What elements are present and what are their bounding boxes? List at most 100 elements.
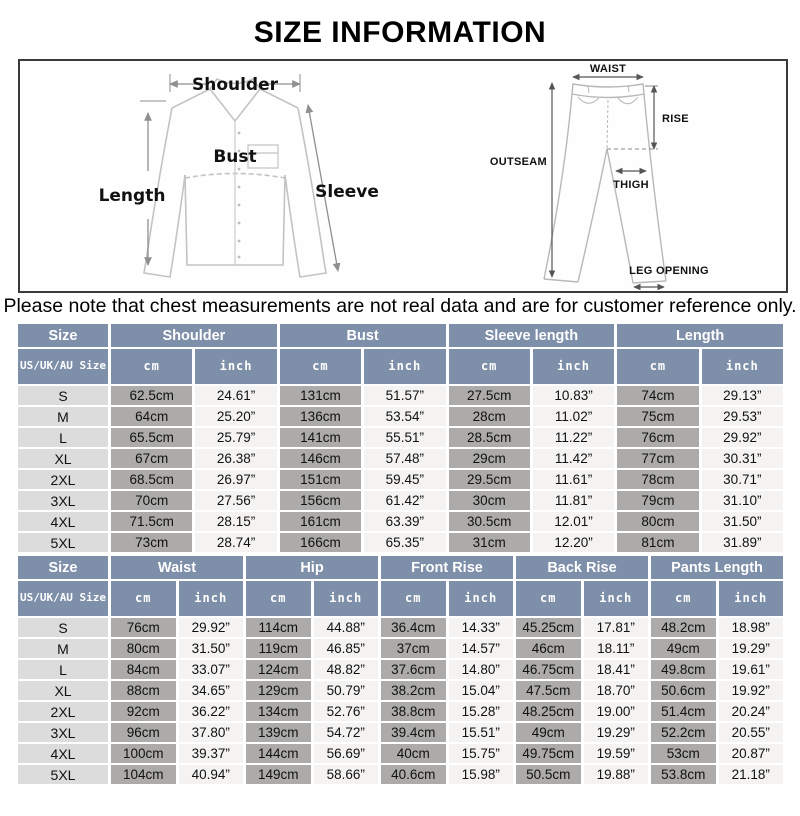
cm-value-cell: 88cm <box>111 681 176 700</box>
inch-value-cell: 12.20” <box>532 533 615 552</box>
bottoms-size-table: Size Waist Hip Front Rise Back Rise Pants Len… <box>15 554 786 786</box>
inch-value-cell: 40.94” <box>178 765 243 784</box>
inch-value-cell: 46.85” <box>313 639 378 658</box>
size-row: 3XL 96cm 37.80” 139cm 54.72” 39.4cm 15.51” 49cm… <box>18 723 783 742</box>
cm-value-cell: 100cm <box>111 744 176 763</box>
size-row: 4XL 71.5cm 28.15” 161cm 63.39” 30.5cm 12.01” 80… <box>18 512 783 531</box>
cm-value-cell: 73cm <box>111 533 193 552</box>
inch-value-cell: 51.57” <box>364 386 446 405</box>
inch-value-cell: 20.55” <box>718 723 783 742</box>
unit-header: cm <box>279 349 362 384</box>
size-row: 2XL 92cm 36.22” 134cm 52.76” 38.8cm 15.28” 48.2… <box>18 702 783 721</box>
inch-value-cell: 15.51” <box>448 723 513 742</box>
note-text: Please note that chest measurements are … <box>3 295 797 317</box>
cm-value-cell: 27.5cm <box>448 386 530 405</box>
size-cell: 3XL <box>18 723 108 742</box>
size-column-header: Size <box>18 324 108 347</box>
size-cell: M <box>18 639 108 658</box>
cm-value-cell: 50.6cm <box>651 681 716 700</box>
inch-value-cell: 37.80” <box>178 723 243 742</box>
cm-value-cell: 36.4cm <box>381 618 446 637</box>
shirt-buttons <box>237 131 241 259</box>
cm-value-cell: 92cm <box>111 702 176 721</box>
size-row: S 62.5cm 24.61” 131cm 51.57” 27.5cm 10.83” 74cm… <box>18 386 783 405</box>
cm-value-cell: 80cm <box>111 639 176 658</box>
inch-value-cell: 19.29” <box>718 639 783 658</box>
cm-value-cell: 37cm <box>381 639 446 658</box>
size-cell: S <box>18 618 108 637</box>
cm-value-cell: 166cm <box>279 533 362 552</box>
shoulder-label: Shoulder <box>192 75 279 95</box>
cm-value-cell: 28cm <box>448 407 530 426</box>
inch-value-cell: 11.61” <box>532 470 615 489</box>
unit-header: inch <box>448 581 513 616</box>
cm-value-cell: 75cm <box>617 407 699 426</box>
inch-value-cell: 21.18” <box>718 765 783 784</box>
unit-header: inch <box>532 349 615 384</box>
group-header: Length <box>617 324 783 347</box>
inch-value-cell: 54.72” <box>313 723 378 742</box>
inch-value-cell: 14.33” <box>448 618 513 637</box>
cm-value-cell: 30cm <box>448 491 530 510</box>
cm-value-cell: 136cm <box>279 407 362 426</box>
cm-value-cell: 48.2cm <box>651 618 716 637</box>
cm-value-cell: 49cm <box>516 723 581 742</box>
inch-value-cell: 11.02” <box>532 407 615 426</box>
inch-value-cell: 19.29” <box>583 723 648 742</box>
inch-value-cell: 29.13” <box>701 386 783 405</box>
size-cell: S <box>18 386 108 405</box>
tops-size-table: Size Shoulder Bust Sleeve length Length US/UK… <box>15 322 786 554</box>
cm-value-cell: 146cm <box>279 449 362 468</box>
cm-value-cell: 77cm <box>617 449 699 468</box>
cm-value-cell: 53cm <box>651 744 716 763</box>
size-cell: 5XL <box>18 533 108 552</box>
cm-value-cell: 46cm <box>516 639 581 658</box>
inch-value-cell: 36.22” <box>178 702 243 721</box>
bust-label: Bust <box>213 147 256 167</box>
inch-value-cell: 10.83” <box>532 386 615 405</box>
inch-value-cell: 56.69” <box>313 744 378 763</box>
size-row: XL 67cm 26.38” 146cm 57.48” 29cm 11.42” 77cm 30.… <box>18 449 783 468</box>
inch-value-cell: 34.65” <box>178 681 243 700</box>
cm-value-cell: 49.75cm <box>516 744 581 763</box>
size-cell: 2XL <box>18 470 108 489</box>
size-cell: 2XL <box>18 702 108 721</box>
cm-value-cell: 70cm <box>111 491 193 510</box>
inch-value-cell: 50.79” <box>313 681 378 700</box>
size-row: M 64cm 25.20” 136cm 53.54” 28cm 11.02” 75cm 29.5… <box>18 407 783 426</box>
inch-value-cell: 28.15” <box>195 512 277 531</box>
cm-value-cell: 39.4cm <box>381 723 446 742</box>
cm-value-cell: 161cm <box>279 512 362 531</box>
length-label: Length <box>99 186 166 206</box>
inch-value-cell: 20.87” <box>718 744 783 763</box>
cm-value-cell: 76cm <box>111 618 176 637</box>
cm-value-cell: 38.8cm <box>381 702 446 721</box>
inch-value-cell: 31.50” <box>178 639 243 658</box>
cm-value-cell: 114cm <box>246 618 311 637</box>
cm-value-cell: 64cm <box>111 407 193 426</box>
cm-value-cell: 62.5cm <box>111 386 193 405</box>
inch-value-cell: 30.71” <box>701 470 783 489</box>
cm-value-cell: 71.5cm <box>111 512 193 531</box>
size-cell: 3XL <box>18 491 108 510</box>
inch-value-cell: 12.01” <box>532 512 615 531</box>
inch-value-cell: 29.92” <box>701 428 783 447</box>
inch-value-cell: 55.51” <box>364 428 446 447</box>
inch-value-cell: 25.20” <box>195 407 277 426</box>
unit-header: cm <box>617 349 699 384</box>
inch-value-cell: 11.81” <box>532 491 615 510</box>
inch-value-cell: 29.92” <box>178 618 243 637</box>
size-cell: L <box>18 428 108 447</box>
group-header-row: Size Waist Hip Front Rise Back Rise Pants Len… <box>18 556 783 579</box>
unit-header: cm <box>448 349 530 384</box>
cm-value-cell: 76cm <box>617 428 699 447</box>
unit-header: inch <box>195 349 277 384</box>
cm-value-cell: 124cm <box>246 660 311 679</box>
group-header: Waist <box>111 556 243 579</box>
inch-value-cell: 18.11” <box>583 639 648 658</box>
inch-value-cell: 19.00” <box>583 702 648 721</box>
size-cell: L <box>18 660 108 679</box>
size-row: 3XL 70cm 27.56” 156cm 61.42” 30cm 11.81” 79cm 31… <box>18 491 783 510</box>
group-header: Hip <box>246 556 378 579</box>
cm-value-cell: 78cm <box>617 470 699 489</box>
